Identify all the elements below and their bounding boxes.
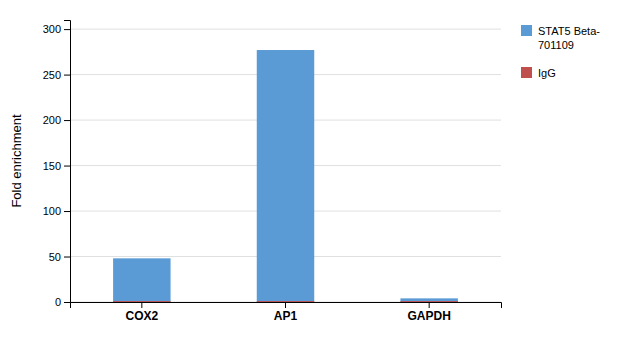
y-tick-mark — [64, 302, 70, 303]
y-tick-label: 300 — [43, 23, 61, 35]
y-tick-label: 0 — [55, 296, 61, 308]
y-tick: 250 — [43, 69, 70, 81]
bar — [113, 258, 170, 302]
y-tick-mark — [64, 75, 70, 76]
chart-svg: COX2 AP1 GAPDH 0 50 100 150 200 250 300 Fold enric… — [0, 0, 641, 342]
x-tick-label: AP1 — [274, 309, 298, 323]
y-axis-title: Fold enrichment — [9, 114, 24, 208]
x-tick: GAPDH — [407, 302, 450, 323]
bar — [400, 301, 457, 302]
x-tick: COX2 — [125, 302, 158, 323]
plot-area: COX2 AP1 GAPDH 0 50 100 150 200 250 300 — [43, 21, 502, 323]
y-tick-label: 200 — [43, 114, 61, 126]
legend-swatch — [521, 67, 532, 78]
y-tick: 50 — [49, 251, 70, 263]
bar-series — [113, 50, 458, 302]
grid — [70, 29, 501, 302]
y-tick-mark — [64, 257, 70, 258]
y-tick-mark — [64, 211, 70, 212]
chart-container: COX2 AP1 GAPDH 0 50 100 150 200 250 300 Fold enric… — [0, 0, 641, 342]
x-tick-mark — [429, 302, 430, 308]
x-tick-mark — [141, 302, 142, 308]
x-tick: AP1 — [274, 302, 298, 323]
bar — [400, 298, 457, 302]
y-tick-label: 50 — [49, 251, 61, 263]
x-axis: COX2 AP1 GAPDH — [71, 302, 502, 323]
bar — [257, 50, 314, 302]
x-tick-label: GAPDH — [407, 309, 450, 323]
y-tick-label: 100 — [43, 205, 61, 217]
y-tick-mark — [64, 166, 70, 167]
bar — [113, 301, 170, 302]
legend-item: STAT5 Beta-701109 — [521, 25, 600, 51]
legend-label: STAT5 Beta-701109 — [538, 25, 600, 51]
grid-line — [70, 29, 501, 30]
x-tick-label: COX2 — [125, 309, 158, 323]
x-tick-mark — [285, 302, 286, 308]
legend-swatch — [521, 25, 532, 36]
legend-label: IgG — [538, 67, 556, 79]
y-tick: 300 — [43, 23, 70, 35]
legend-item: IgG — [521, 67, 556, 79]
y-tick: 200 — [43, 114, 70, 126]
y-tick-label: 250 — [43, 69, 61, 81]
y-tick: 150 — [43, 160, 70, 172]
bar-series — [113, 301, 458, 302]
y-tick: 0 — [55, 296, 70, 308]
y-tick-label: 150 — [43, 160, 61, 172]
bar — [257, 301, 314, 302]
y-axis: 0 50 100 150 200 250 300 — [43, 21, 71, 309]
x-axis-line — [71, 303, 502, 309]
bars — [113, 50, 458, 302]
y-tick-mark — [64, 29, 70, 30]
y-axis-line — [64, 21, 71, 303]
legend: STAT5 Beta-701109 IgG — [521, 25, 600, 79]
y-tick-mark — [64, 120, 70, 121]
y-tick: 100 — [43, 205, 70, 217]
